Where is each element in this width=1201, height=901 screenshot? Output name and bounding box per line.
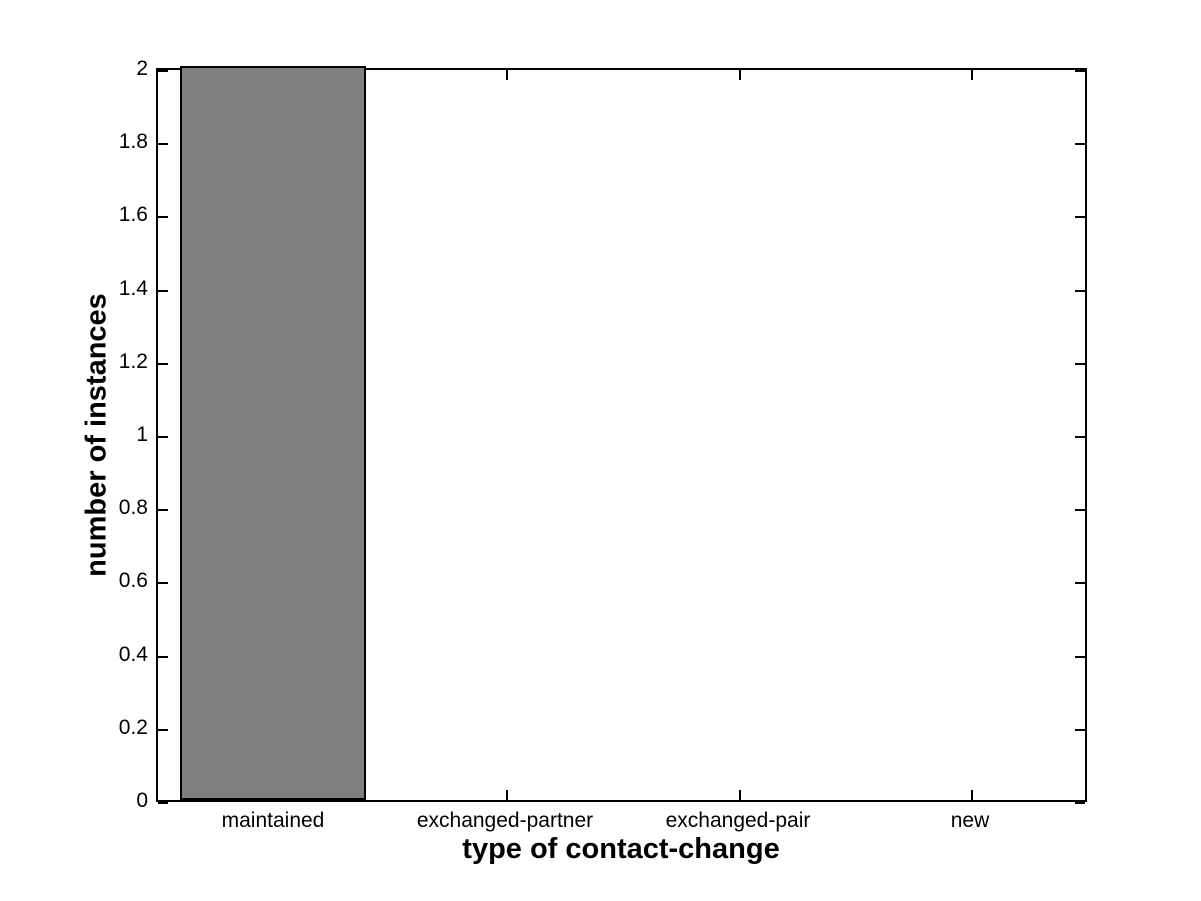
- x-tick: [971, 70, 973, 80]
- x-tick-label: exchanged-pair: [665, 809, 811, 832]
- y-tick: [158, 216, 168, 218]
- x-tick-label: new: [950, 809, 990, 832]
- y-tick: [1075, 216, 1085, 218]
- y-tick: [1075, 729, 1085, 731]
- y-tick: [1075, 436, 1085, 438]
- y-tick-label: 0.6: [118, 569, 148, 592]
- x-tick: [971, 790, 973, 800]
- y-tick: [1075, 70, 1085, 72]
- y-tick: [1075, 582, 1085, 584]
- y-tick: [1075, 656, 1085, 658]
- x-tick: [739, 790, 741, 800]
- y-tick-label: 1.6: [118, 203, 148, 226]
- y-tick: [158, 582, 168, 584]
- y-tick: [1075, 290, 1085, 292]
- y-tick: [1075, 802, 1085, 804]
- y-tick: [158, 729, 168, 731]
- y-tick-label: 0.2: [118, 716, 148, 739]
- x-tick-label: exchanged-partner: [416, 809, 594, 832]
- y-tick: [158, 290, 168, 292]
- y-tick: [1075, 143, 1085, 145]
- y-tick: [158, 363, 168, 365]
- y-tick: [158, 143, 168, 145]
- y-tick-label: 2: [136, 57, 148, 80]
- x-tick-label: maintained: [221, 809, 325, 832]
- y-tick: [158, 802, 168, 804]
- y-tick-label: 1.2: [118, 350, 148, 373]
- y-tick-label: 0.8: [118, 496, 148, 519]
- x-axis-title: type of contact-change: [462, 833, 780, 865]
- y-tick: [158, 509, 168, 511]
- x-tick: [739, 70, 741, 80]
- y-tick-label: 0: [136, 789, 148, 812]
- x-tick: [506, 70, 508, 80]
- y-tick: [1075, 363, 1085, 365]
- y-tick: [158, 656, 168, 658]
- x-tick: [506, 790, 508, 800]
- y-tick: [1075, 509, 1085, 511]
- y-tick: [158, 436, 168, 438]
- y-tick: [158, 70, 168, 72]
- y-tick-label: 1.4: [118, 277, 148, 300]
- y-tick-label: 0.4: [118, 643, 148, 666]
- y-tick-label: 1: [136, 423, 148, 446]
- bar-maintained: [180, 66, 366, 800]
- plot-area: [156, 66, 1087, 804]
- y-tick-label: 1.8: [118, 130, 148, 153]
